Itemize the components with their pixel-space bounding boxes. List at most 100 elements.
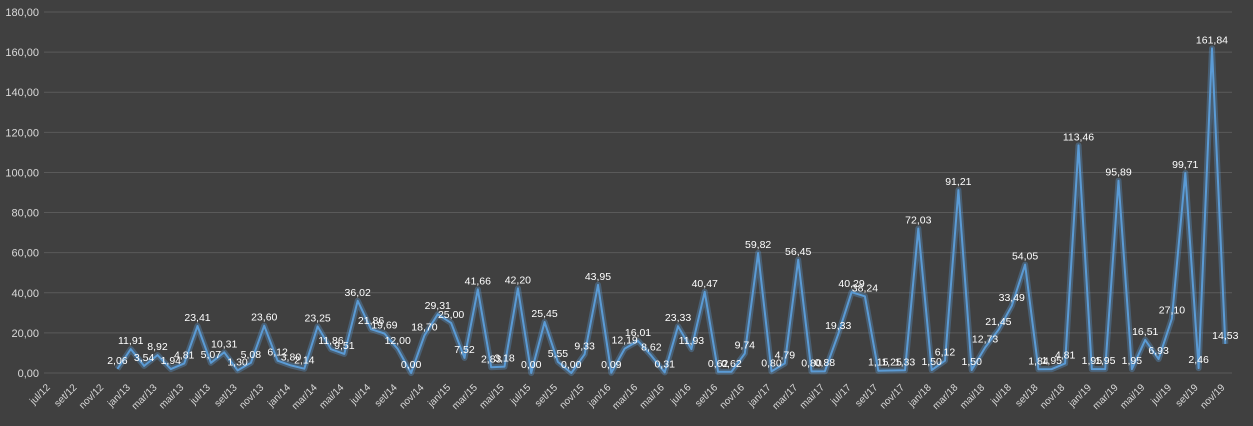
data-label: 72,03 [905,215,931,227]
data-label: 8,62 [641,342,662,354]
data-label: 9,33 [574,340,595,352]
data-label: 8,92 [147,341,168,353]
data-label: 5,07 [201,349,222,361]
data-label: 2,46 [1188,354,1209,366]
data-label: 0,09 [601,359,622,371]
y-tick-label: 60,00 [11,248,39,260]
data-label: 0,62 [708,358,729,370]
data-label: 33,49 [999,292,1025,304]
data-label: 1,15 [868,357,889,369]
data-label: 161,84 [1196,34,1228,46]
data-label: 4,81 [174,349,195,361]
data-label: 25,00 [438,309,464,321]
data-label: 59,82 [745,239,771,251]
data-label: 91,21 [945,176,971,188]
data-label: 0,88 [815,357,836,369]
data-label: 10,31 [211,338,237,350]
data-label: 42,20 [505,274,531,286]
data-label: 11,93 [679,335,705,347]
data-label: 36,02 [345,287,371,299]
series-line [116,47,1227,374]
y-tick-label: 0,00 [18,368,39,380]
data-label: 12,19 [612,335,638,347]
data-label: 1,95 [1082,355,1103,367]
data-label: 1,33 [895,356,916,368]
y-tick-label: 180,00 [5,7,39,19]
data-label: 43,95 [585,271,611,283]
data-label: 11,91 [118,335,144,347]
data-label: 19,33 [825,320,851,332]
data-label: 95,89 [1105,167,1131,179]
y-tick-label: 40,00 [11,288,39,300]
data-label: 5,55 [548,348,569,360]
y-tick-label: 140,00 [5,87,39,99]
data-label: 23,25 [304,312,330,324]
data-label: 1,84 [1028,355,1049,367]
data-label: 113,46 [1063,131,1094,143]
data-label: 11,86 [318,335,344,347]
data-labels: 2,0611,913,548,921,944,8123,415,0710,311… [107,34,1238,371]
data-label: 21,86 [358,315,384,327]
data-label: 40,29 [838,278,864,290]
data-label: 27,10 [1159,305,1185,317]
data-label: 2,14 [294,355,315,367]
data-label: 1,50 [961,356,982,368]
gridlines [44,11,1232,374]
data-label: 18,70 [411,321,437,333]
data-label: 3,80 [281,351,302,363]
data-label: 14,53 [1212,330,1238,342]
data-label: 25,45 [531,308,557,320]
data-label: 1,30 [227,356,248,368]
data-label: 1,95 [1122,355,1143,367]
data-label: 0,62 [721,358,742,370]
data-label: 9,74 [735,339,756,351]
data-label: 38,24 [852,282,878,294]
y-tick-label: 20,00 [11,328,39,340]
data-label: 41,66 [465,275,491,287]
data-label: 12,73 [972,333,998,345]
data-label: 21,45 [985,316,1011,328]
y-tick-label: 160,00 [5,47,39,59]
data-label: 23,41 [184,312,210,324]
data-label: 6,93 [1148,345,1169,357]
data-label: 1,95 [1095,355,1116,367]
data-label: 23,60 [251,312,277,324]
data-label: 2,83 [481,353,502,365]
data-label: 4,81 [1055,349,1076,361]
data-label: 5,08 [241,349,262,361]
data-label: 1,50 [921,356,942,368]
data-label: 29,31 [425,300,451,312]
data-label: 1,25 [881,356,902,368]
series-line-layer [114,45,1229,376]
data-label: 0,00 [561,359,582,371]
data-label: 56,45 [785,246,811,258]
data-label: 1,94 [161,355,182,367]
data-label: 0,31 [654,358,675,370]
data-label: 2,06 [107,355,128,367]
data-label: 16,01 [625,327,651,339]
data-label: 6,12 [267,347,288,359]
data-label: 0,00 [521,359,542,371]
data-label: 7,52 [454,344,475,356]
data-label: 54,05 [1012,251,1038,263]
y-tick-label: 120,00 [5,127,39,139]
data-label: 12,00 [385,335,411,347]
data-label: 3,18 [494,353,515,365]
data-label: 99,71 [1172,159,1198,171]
data-label: 40,47 [692,278,718,290]
data-label: 6,12 [935,347,956,359]
data-label: 0,80 [801,357,822,369]
data-label: 19,69 [371,320,397,332]
y-tick-label: 100,00 [5,167,39,179]
data-label: 0,00 [401,359,422,371]
data-label: 23,33 [665,312,691,324]
data-label: 16,51 [1132,326,1158,338]
y-tick-label: 80,00 [11,208,39,220]
data-label: 9,51 [334,340,355,352]
data-label: 1,95 [1042,355,1063,367]
y-axis-tick-labels: 0,00 20,00 40,00 60,00 80,00 100,00 120,00 140,… [5,7,39,380]
data-label: 3,54 [134,352,155,364]
data-label: 0,80 [761,357,782,369]
data-label: 4,79 [775,349,796,361]
